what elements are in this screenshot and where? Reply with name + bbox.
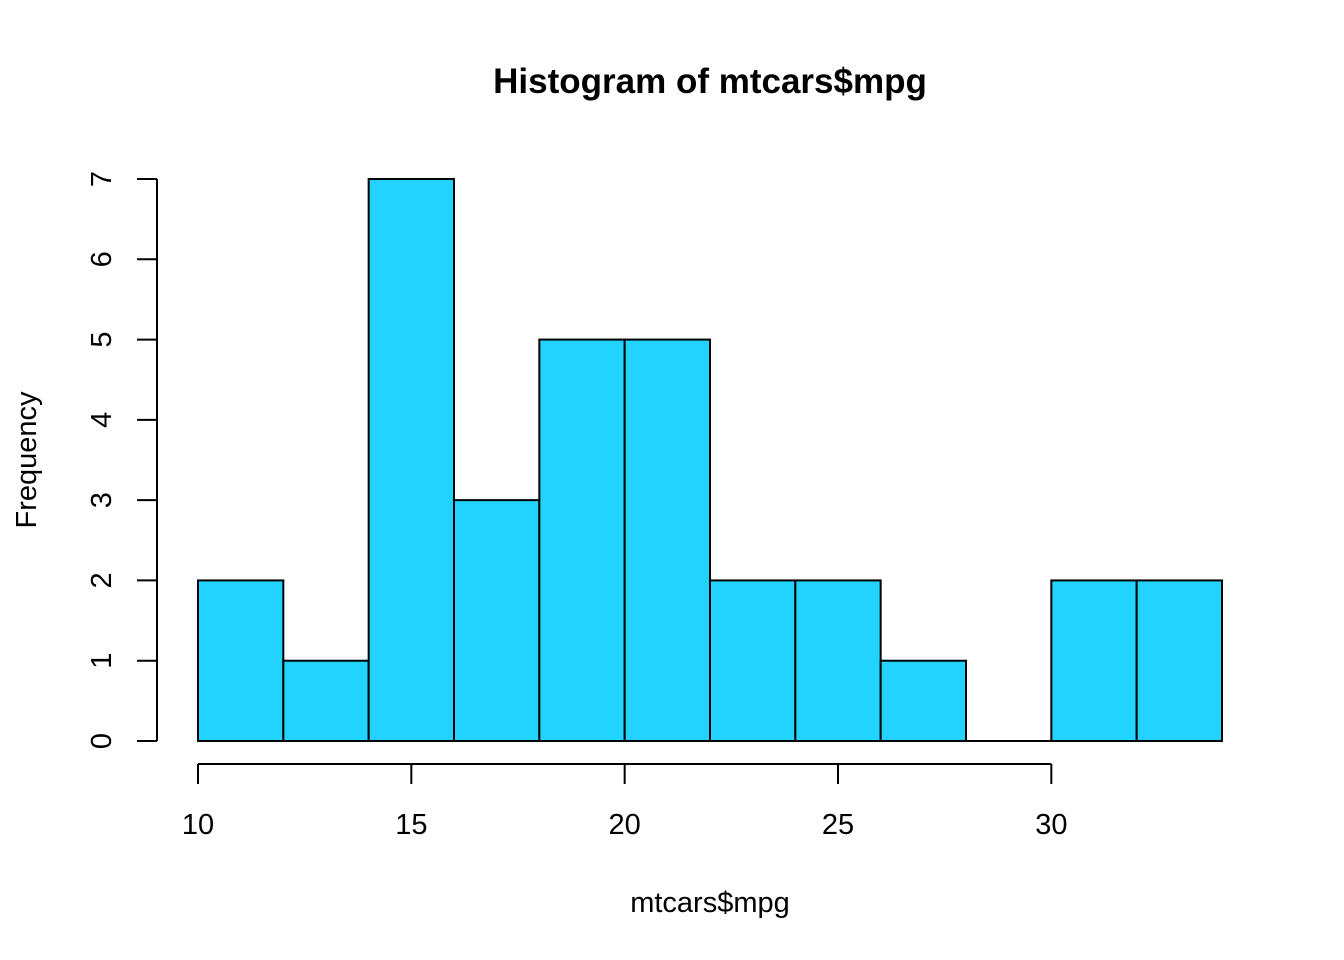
y-tick-label: 7	[86, 171, 118, 187]
y-tick-label: 3	[86, 492, 118, 508]
y-tick-label: 5	[86, 332, 118, 348]
x-axis-label: mtcars$mpg	[630, 887, 790, 919]
histogram-bar	[282, 659, 370, 743]
histogram-bar	[197, 579, 285, 743]
bars-group	[197, 178, 1223, 743]
x-tick-label: 15	[395, 809, 427, 841]
histogram-bar	[1050, 579, 1138, 743]
x-tick-label: 20	[609, 809, 641, 841]
y-tick-label: 6	[86, 251, 118, 267]
histogram-bar	[367, 178, 455, 742]
y-tick-label: 4	[86, 412, 118, 428]
histogram-bar	[879, 659, 968, 743]
histogram-bar	[794, 579, 882, 743]
histogram-bar	[453, 499, 541, 742]
histogram-bar	[1135, 579, 1223, 743]
y-axis-label: Frequency	[11, 391, 43, 529]
x-tick-label: 10	[182, 809, 214, 841]
histogram-bar	[623, 338, 712, 742]
x-tick-label: 30	[1035, 809, 1067, 841]
y-tick-label: 2	[86, 572, 118, 588]
y-tick-label: 0	[86, 733, 118, 749]
y-axis: 0 1 2 3 4 5 6 7	[86, 171, 158, 749]
x-tick-label: 25	[822, 809, 854, 841]
x-axis: 10 15 20 25 30	[182, 763, 1067, 841]
y-tick-label: 1	[86, 653, 118, 669]
histogram-bar	[709, 579, 797, 743]
chart-title: Histogram of mtcars$mpg	[493, 62, 927, 101]
histogram-bar	[538, 338, 626, 742]
